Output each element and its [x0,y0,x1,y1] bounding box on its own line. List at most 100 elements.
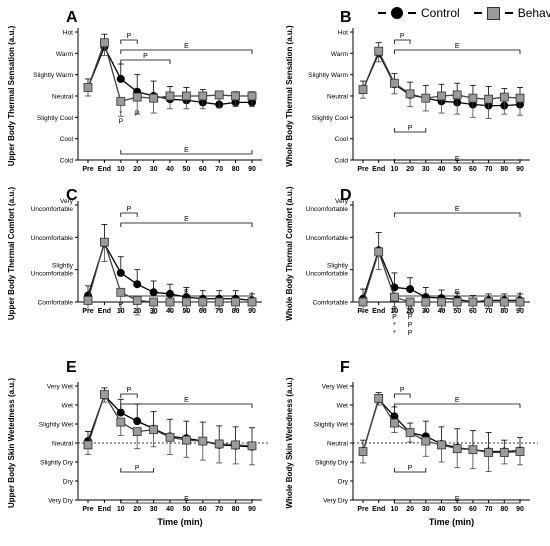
upper-bracket-p-label: P [127,387,132,394]
x-tick-label: 30 [422,166,430,173]
upper-bracket-e-label: E [455,397,460,404]
y-tick-label: Slightly Warm [308,72,348,79]
y-tick-label: Very [335,198,349,205]
y-tick-label: Slightly Dry [315,460,349,467]
y-tick-label: Neutral [52,441,74,448]
y-tick-label: Cold [335,158,349,165]
x-tick-label: 90 [516,166,524,173]
upper-bracket-p [120,393,138,398]
x-tick-label: 70 [485,308,493,315]
data-point-behave [452,297,462,307]
x-tick-label: 50 [453,166,461,173]
y-tick-label: Uncomfortable [306,235,349,242]
lower-bracket-p-label: P [135,465,140,472]
x-tick-label: 60 [469,308,477,315]
y-tick-label: Hot [63,30,73,37]
y-axis-label: Upper Body Skin Wetedness (a.u.) [7,378,16,508]
lower-bracket-p [120,468,154,473]
y-tick-label: Wet [62,403,74,410]
x-tick-label: 80 [500,308,508,315]
x-tick-label: 10 [117,166,125,173]
y-tick-label: Dry [338,479,349,486]
y-tick-label: Dry [63,479,74,486]
panel-letter-f: F [340,359,350,376]
data-point-behave [468,93,478,103]
y-tick-label: Slightly [52,263,74,270]
x-tick-label: 90 [516,506,524,513]
y-tick-label: Slightly Dry [40,460,74,467]
data-point-behave [165,432,175,442]
data-point-behave [515,297,525,307]
x-tick-label: 40 [438,166,446,173]
data-point-behave [374,247,384,257]
lower-bracket-p [394,128,427,133]
y-tick-label: Slightly Cool [37,115,74,122]
x-tick-label: Pre [357,166,368,173]
x-tick-label: Pre [82,166,93,173]
data-point-behave [452,444,462,454]
y-tick-label: Slightly Warm [33,72,73,79]
x-tick-label: 90 [248,506,256,513]
y-tick-label: Very [60,198,74,205]
x-tick-label: 20 [133,166,141,173]
data-point-behave [231,297,241,307]
y-tick-label: Warm [331,51,348,58]
data-point-behave [437,297,446,307]
significance-mark: P [408,314,413,321]
data-point-behave [389,418,399,428]
lower-bracket-p-label: P [408,125,413,132]
data-point-behave [437,440,446,450]
data-point-behave [499,92,509,102]
upper-bracket-e [120,222,253,227]
x-tick-label: 10 [117,506,125,513]
data-point-behave [100,38,109,48]
legend-item-behave: Behave [473,6,550,20]
x-tick-label: 40 [438,308,446,315]
x-tick-label: 70 [485,506,493,513]
x-tick-label: 50 [183,506,191,513]
data-point-behave [181,91,191,101]
data-point-behave [231,440,241,450]
lower-bracket-e-label: E [455,156,460,163]
y-tick-label: Very Wet [47,384,73,391]
y-tick-label: Uncomfortable [306,271,349,278]
x-tick-label: 80 [500,506,508,513]
data-point-behave [198,436,208,446]
x-tick-label: End [372,308,385,315]
data-point-behave [484,94,494,104]
x-tick-label: 10 [391,166,399,173]
lower-bracket-e [394,159,521,164]
data-point-behave [421,93,431,103]
data-point-behave [484,297,494,307]
panel-letter-b: B [340,9,352,26]
y-tick-label: Uncomfortable [306,206,349,213]
upper-bracket-e [394,212,521,217]
x-tick-label: 60 [199,308,207,315]
upper-bracket-e-label: E [455,206,460,213]
upper-bracket-p-label: P [400,33,405,40]
x-tick-label: 60 [199,506,207,513]
x-tick-label: 80 [500,166,508,173]
x-tick-label: 90 [248,308,256,315]
y-tick-label: Uncomfortable [31,206,74,213]
upper-bracket-e-label: E [184,216,189,223]
data-point-behave [247,441,257,451]
x-tick-label: 20 [406,506,414,513]
data-point-behave [83,440,93,450]
legend-label-control: Control [421,6,460,20]
control-line-icon [408,12,416,14]
x-tick-label: 70 [215,506,223,513]
x-tick-label: 70 [215,308,223,315]
data-point-behave [198,297,208,307]
data-point-control [133,280,142,289]
upper-bracket-p [120,59,171,64]
x-tick-label: 50 [183,166,191,173]
data-point-behave [468,297,478,307]
data-point-behave [100,237,109,247]
data-point-behave [437,91,446,101]
significance-mark: P [392,314,397,321]
x-tick-label: 40 [166,166,174,173]
y-axis-label: Upper Body Thermal Sensation (a.u.) [7,25,16,166]
upper-bracket-p [394,393,411,398]
